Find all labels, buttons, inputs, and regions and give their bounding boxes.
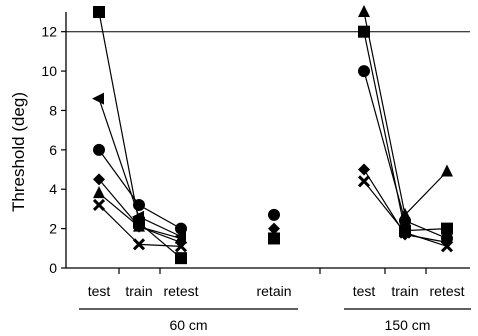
x-tick-labels: test train retest retain test train retest bbox=[88, 268, 465, 299]
data-point-square bbox=[175, 252, 187, 265]
data-point-diamond bbox=[358, 163, 370, 176]
x-tick-label: retest bbox=[163, 283, 198, 299]
data-point-triangle-left bbox=[92, 92, 104, 105]
group-labels: 60 cm 150 cm bbox=[79, 308, 471, 333]
data-point-triangle-up bbox=[358, 5, 370, 17]
data-point-triangle-left bbox=[132, 210, 144, 223]
y-tick-label: 6 bbox=[49, 142, 57, 158]
x-tick-label: test bbox=[353, 283, 376, 299]
x-tick-label: train bbox=[391, 283, 418, 299]
data-point-triangle-up bbox=[175, 231, 187, 244]
y-axis-label: Threshold (deg) bbox=[9, 92, 28, 212]
series-line-square bbox=[363, 31, 448, 232]
series-lines bbox=[98, 11, 448, 259]
data-point-cross bbox=[357, 175, 371, 188]
data-point-circle bbox=[358, 65, 370, 78]
data-point-circle bbox=[268, 208, 280, 221]
x-tick-label: train bbox=[125, 283, 152, 299]
y-tick-label: 12 bbox=[41, 24, 57, 40]
x-tick-label: retain bbox=[256, 283, 291, 299]
data-point-cross bbox=[440, 240, 454, 253]
y-ticks: 0 2 4 6 8 10 12 bbox=[41, 24, 66, 276]
data-point-square bbox=[268, 232, 280, 245]
y-tick-label: 2 bbox=[49, 221, 57, 237]
data-point-circle bbox=[133, 198, 145, 211]
y-tick-label: 0 bbox=[49, 260, 57, 276]
data-point-diamond bbox=[268, 222, 280, 235]
y-tick-label: 10 bbox=[41, 63, 57, 79]
series-line-triangle-up bbox=[363, 11, 448, 217]
data-point-triangle-up bbox=[93, 186, 105, 199]
y-tick-label: 8 bbox=[49, 102, 57, 118]
data-point-cross bbox=[398, 226, 412, 239]
data-point-cross bbox=[174, 240, 188, 253]
data-point-triangle-up bbox=[133, 219, 145, 232]
group-label: 60 cm bbox=[169, 317, 207, 333]
data-point-square bbox=[441, 222, 453, 235]
group-label: 150 cm bbox=[385, 317, 431, 333]
data-point-square bbox=[93, 6, 105, 18]
data-point-square bbox=[358, 25, 370, 38]
axes bbox=[65, 12, 470, 269]
data-point-triangle-up bbox=[441, 164, 453, 177]
data-point-circle bbox=[93, 143, 105, 156]
data-point-cross bbox=[92, 198, 106, 212]
data-point-circle bbox=[175, 222, 187, 235]
data-point-diamond bbox=[93, 173, 105, 186]
x-tick-label: retest bbox=[429, 283, 464, 299]
x-tick-label: test bbox=[88, 283, 111, 299]
y-tick-label: 4 bbox=[49, 181, 57, 197]
data-markers bbox=[92, 5, 454, 265]
data-point-cross bbox=[132, 238, 146, 251]
data-point-triangle-up bbox=[399, 207, 411, 220]
